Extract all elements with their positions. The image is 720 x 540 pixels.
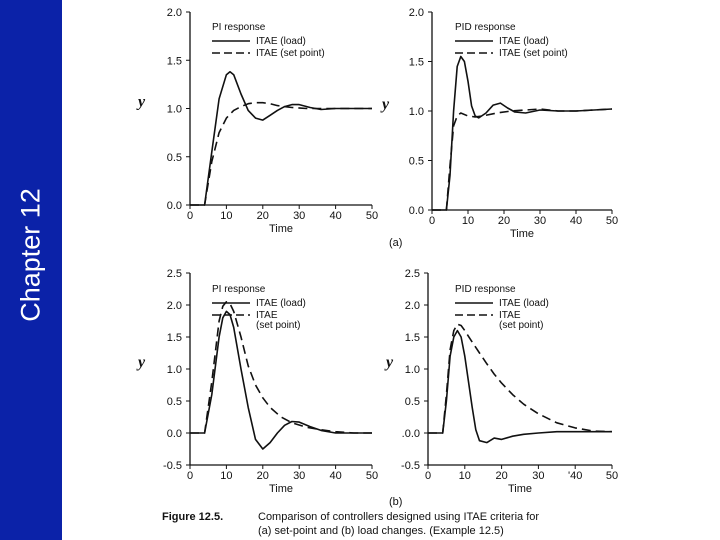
y-tick-label: 0.5 [167,396,182,408]
y-tick-label: 2.0 [409,7,424,19]
y-axis-label: y [380,96,390,113]
y-axis-label: y [136,94,146,111]
x-tick-label: 10 [462,215,474,227]
series-line-load [190,71,372,206]
x-tick-label: 50 [366,470,378,482]
legend-title: PID response [455,22,516,33]
series-line-set-point [190,101,372,206]
chart-3: -0.5 0.0 0.5 1.0 1.5 2.0 2.5 0 10 20 30 40 50 Time y PI… [136,268,378,495]
y-tick-label: 1.5 [167,332,182,344]
y-tick-label: 0.0 [167,200,182,212]
y-axis-label: y [384,354,394,371]
x-tick-label: 0 [425,470,431,482]
y-tick-label: 0.5 [167,152,182,164]
x-tick-label: 30 [293,210,305,222]
y-tick-label: 0.0 [167,428,182,440]
x-axis-label: Time [508,483,532,495]
x-tick-label: 20 [257,470,269,482]
series-line-load [428,329,612,444]
x-tick-label: 50 [606,215,618,227]
chart-1: 0.0 0.5 1.0 1.5 2.0 0 10 20 30 40 50 Time y PI respon… [136,7,378,235]
x-tick-label: 40 [570,215,582,227]
x-tick-label: '40 [568,470,582,482]
x-tick-label: 30 [532,470,544,482]
series-line-set-point [190,300,372,434]
y-axis-label: y [136,354,146,371]
chart-2: 0.0 0.5 1.0 1.5 2.0 0 10 20 30 40 50 Time y PID respo… [380,7,618,240]
series-line-set-point [428,323,613,434]
y-tick-label: 1.0 [167,364,182,376]
panel-label-b: (b) [389,496,402,508]
chart-4: -0.5 .0.0 0.5 1.0 1.5 2.0 2.5 0 10 20 30 '40 50 Time y… [384,268,618,495]
legend: PID response ITAE (load)ITAE (set point) [455,22,568,59]
y-tick-label: 2.5 [167,268,182,280]
x-tick-label: 20 [498,215,510,227]
y-tick-label: 2.5 [405,268,420,280]
x-axis-label: Time [269,483,293,495]
legend-label: ITAE (load) [256,298,306,309]
y-tick-label: 0.5 [405,396,420,408]
x-tick-label: 0 [429,215,435,227]
x-tick-label: 50 [366,210,378,222]
series-line-set-point [432,108,613,211]
x-axis-label: Time [510,228,534,240]
x-tick-label: 30 [534,215,546,227]
legend-title: PI response [212,284,266,295]
y-tick-label: 1.0 [167,104,182,116]
y-tick-label: 2.0 [405,300,420,312]
caption-line-2: (a) set-point and (b) load changes. (Exa… [258,525,504,537]
series-line-load [432,55,613,211]
y-tick-label: 1.5 [167,55,182,67]
x-tick-label: 50 [606,470,618,482]
legend-label: ITAE (load) [499,36,549,47]
y-tick-label: 1.5 [409,57,424,69]
legend: PI response ITAE (load)ITAE(set point) [212,284,306,331]
y-tick-label: 1.5 [405,332,420,344]
legend-label: ITAE [256,310,278,321]
legend: PID response ITAE (load)ITAE(set point) [455,284,549,331]
y-tick-label: 0.0 [409,205,424,217]
y-tick-label: 2.0 [167,300,182,312]
x-tick-label: 10 [220,210,232,222]
y-tick-label: 1.0 [409,106,424,118]
x-tick-label: 10 [220,470,232,482]
y-tick-label: 0.5 [409,156,424,168]
caption-line-1: Comparison of controllers designed using… [258,511,539,523]
legend: PI response ITAE (load)ITAE (set point) [212,22,325,59]
x-axis-label: Time [269,223,293,235]
y-tick-label: -0.5 [401,460,420,472]
panel-label-a: (a) [389,237,402,249]
y-tick-label: -0.5 [163,460,182,472]
x-tick-label: 0 [187,210,193,222]
caption-figure-number: Figure 12.5. [162,511,223,523]
legend-label: ITAE (load) [256,36,306,47]
legend-label: (set point) [499,320,543,331]
x-tick-label: 0 [187,470,193,482]
x-tick-label: 30 [293,470,305,482]
legend-label: ITAE (set point) [256,48,325,59]
y-tick-label: 2.0 [167,7,182,19]
legend-title: PID response [455,284,516,295]
x-tick-label: 20 [257,210,269,222]
y-tick-label: .0.0 [402,428,420,440]
y-tick-label: 1.0 [405,364,420,376]
legend-label: ITAE (load) [499,298,549,309]
legend-title: PI response [212,22,266,33]
x-tick-label: 40 [329,470,341,482]
legend-label: ITAE (set point) [499,48,568,59]
x-tick-label: 10 [459,470,471,482]
legend-label: ITAE [499,310,521,321]
x-tick-label: 20 [495,470,507,482]
x-tick-label: 40 [329,210,341,222]
chapter-sidebar: Chapter 12 [0,0,62,540]
legend-label: (set point) [256,320,300,331]
